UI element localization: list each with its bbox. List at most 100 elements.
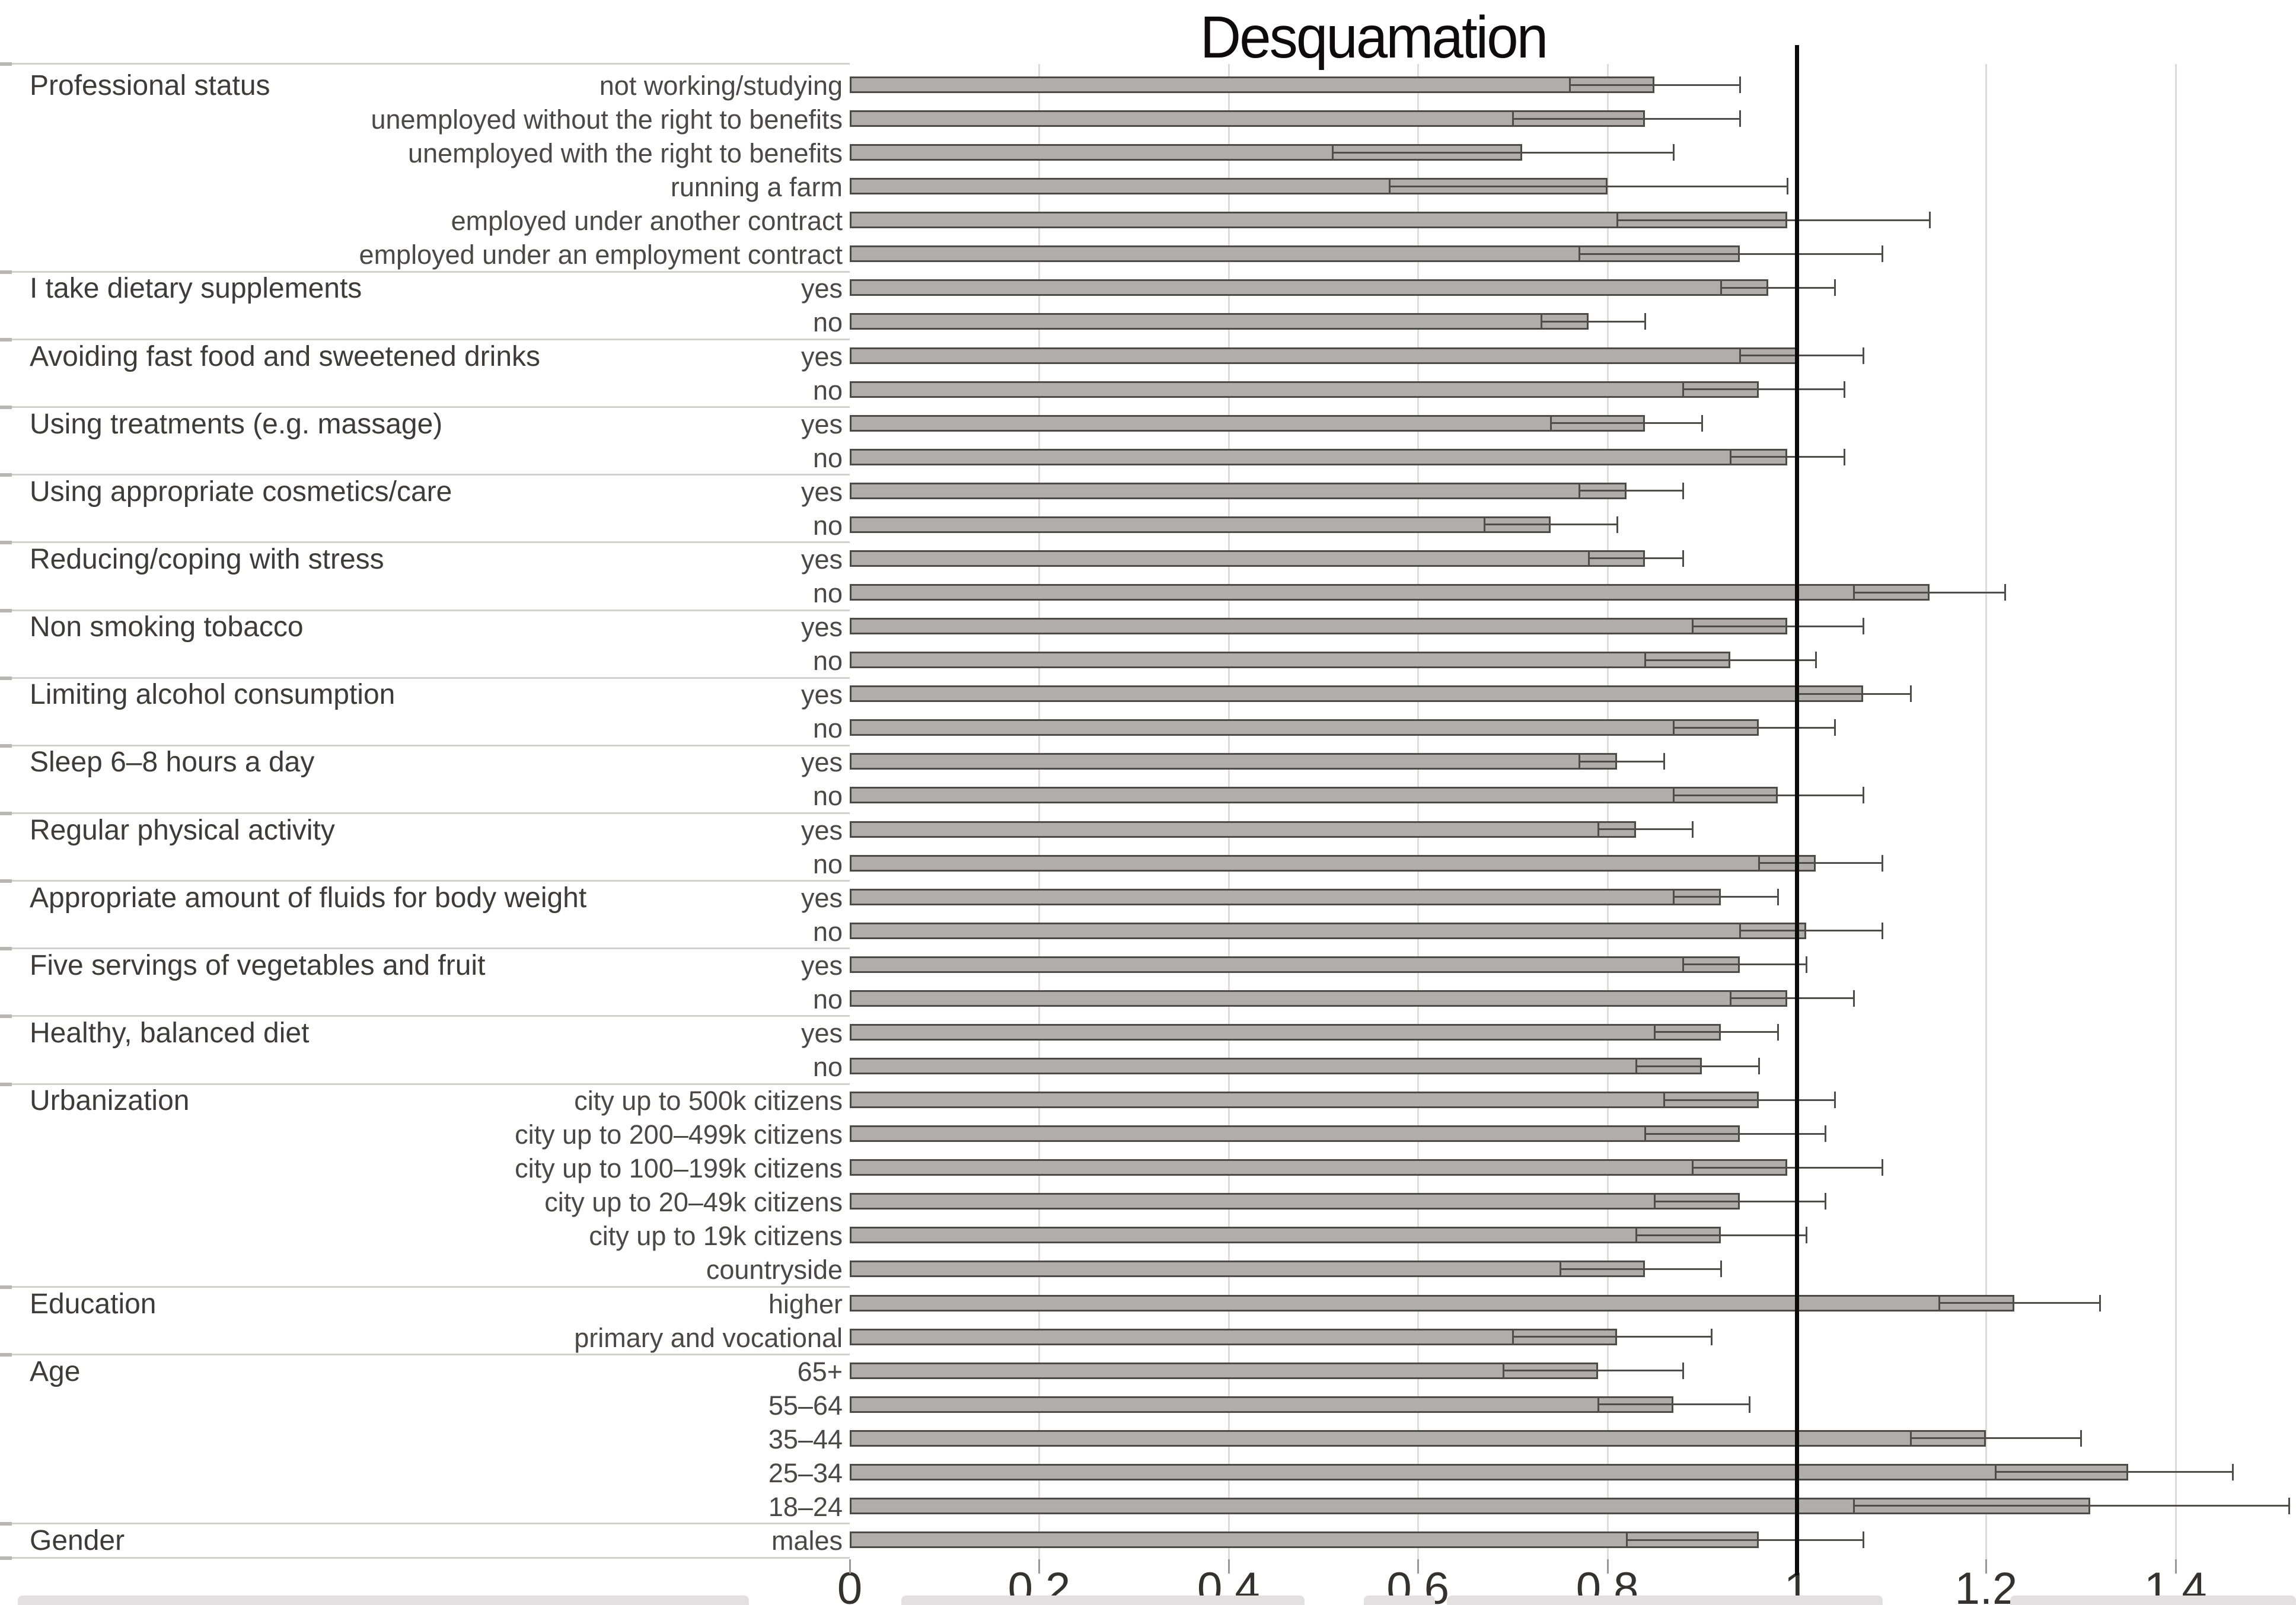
error-bar: [1664, 1099, 1835, 1101]
error-bar-cap-high: [1673, 144, 1675, 161]
category-label: employed under an employment contract: [359, 240, 843, 270]
group-separator: [3, 744, 850, 746]
error-bar: [1759, 862, 1882, 864]
error-bar: [1654, 1200, 1825, 1202]
bar: [850, 1159, 1788, 1176]
bar: [850, 652, 1731, 669]
bar: [850, 76, 1655, 93]
category-label: yes: [801, 476, 843, 507]
error-bar: [1910, 1437, 2081, 1440]
group-label: Using appropriate cosmetics/care: [30, 476, 452, 508]
error-bar-cap-low: [1502, 1362, 1504, 1379]
error-bar-cap-low: [1673, 888, 1675, 905]
error-bar-cap-high: [2004, 584, 2007, 601]
error-bar-cap-high: [2080, 1429, 2083, 1447]
gridline: [1417, 64, 1420, 1559]
error-bar-cap-low: [1682, 381, 1685, 398]
separator-stub: [0, 270, 12, 274]
category-label: yes: [801, 815, 843, 845]
gridline: [1606, 64, 1609, 1559]
error-bar-cap-high: [1815, 652, 1817, 669]
error-bar-cap-high: [1711, 1328, 1713, 1345]
error-bar-cap-low: [1635, 1227, 1637, 1244]
category-label: yes: [801, 950, 843, 981]
separator-stub: [0, 1556, 12, 1560]
error-bar: [1673, 794, 1863, 796]
error-bar: [1597, 1403, 1750, 1406]
category-label: no: [812, 510, 843, 541]
separator-stub: [0, 608, 12, 612]
error-bar-cap-high: [1758, 1058, 1761, 1075]
gridline: [1038, 64, 1041, 1559]
error-bar: [1645, 1132, 1825, 1135]
group-separator: [3, 63, 850, 65]
axis-tick: [849, 1559, 851, 1574]
group-label: Education: [30, 1288, 157, 1320]
bottom-strip-segment: [18, 1596, 749, 1605]
error-bar-cap-high: [1833, 1092, 1836, 1109]
category-label: no: [812, 375, 843, 406]
error-bar-cap-low: [1389, 178, 1391, 195]
bar: [850, 279, 1769, 296]
error-bar-cap-low: [1332, 144, 1334, 161]
error-bar-cap-low: [1682, 956, 1685, 973]
bar: [850, 1058, 1702, 1075]
error-bar: [1578, 490, 1683, 492]
error-bar-cap-low: [1730, 990, 1732, 1007]
separator-stub: [0, 744, 12, 748]
bar: [850, 584, 1930, 601]
group-separator: [3, 880, 850, 882]
bar: [850, 313, 1589, 330]
separator-stub: [0, 676, 12, 680]
category-label: primary and vocational: [574, 1322, 843, 1353]
separator-stub: [0, 337, 12, 342]
separator-stub: [0, 62, 12, 66]
error-bar-cap-high: [1777, 1023, 1780, 1041]
bar: [850, 1396, 1674, 1413]
group-label: Using treatments (e.g. massage): [30, 408, 443, 440]
error-bar-cap-high: [1682, 1362, 1685, 1379]
bar: [850, 1125, 1740, 1143]
error-bar-cap-low: [1673, 787, 1675, 804]
group-label: Avoiding fast food and sweetened drinks: [30, 340, 541, 372]
error-bar-cap-high: [1692, 821, 1694, 838]
group-separator: [3, 677, 850, 679]
bar: [850, 618, 1788, 635]
gridline: [2174, 64, 2177, 1559]
category-label: yes: [801, 882, 843, 913]
bar: [850, 1497, 2091, 1514]
category-label: yes: [801, 1017, 843, 1048]
group-label: Urbanization: [30, 1085, 190, 1117]
category-label: 35–44: [768, 1424, 843, 1454]
error-bar: [1740, 930, 1882, 932]
separator-stub: [0, 1082, 12, 1086]
error-bar-cap-low: [1483, 516, 1485, 533]
error-bar-cap-low: [1692, 618, 1694, 635]
error-bar: [1673, 726, 1835, 729]
error-bar-cap-low: [1739, 347, 1742, 364]
category-label: no: [812, 916, 843, 947]
error-bar-cap-low: [1578, 245, 1580, 263]
error-bar-cap-high: [2288, 1497, 2291, 1514]
error-bar: [1626, 1539, 1863, 1541]
category-label: running a farm: [670, 172, 843, 203]
error-bar-cap-high: [1720, 1261, 1723, 1278]
error-bar-cap-low: [1540, 313, 1542, 330]
separator-stub: [0, 406, 12, 410]
error-bar-cap-high: [1749, 1396, 1751, 1413]
bar: [850, 1227, 1721, 1244]
group-label: Age: [30, 1355, 81, 1387]
error-bar: [1635, 1234, 1806, 1236]
error-bar-cap-low: [1597, 1396, 1599, 1413]
error-bar-cap-low: [1673, 719, 1675, 736]
group-label: Healthy, balanced diet: [30, 1017, 310, 1049]
category-label: 25–34: [768, 1457, 843, 1488]
error-bar: [1550, 422, 1702, 425]
separator-stub: [0, 879, 12, 883]
gridline: [1985, 64, 1988, 1559]
error-bar: [1560, 1268, 1721, 1270]
error-bar: [1541, 320, 1646, 323]
bar: [850, 787, 1778, 804]
error-bar: [1484, 524, 1617, 526]
